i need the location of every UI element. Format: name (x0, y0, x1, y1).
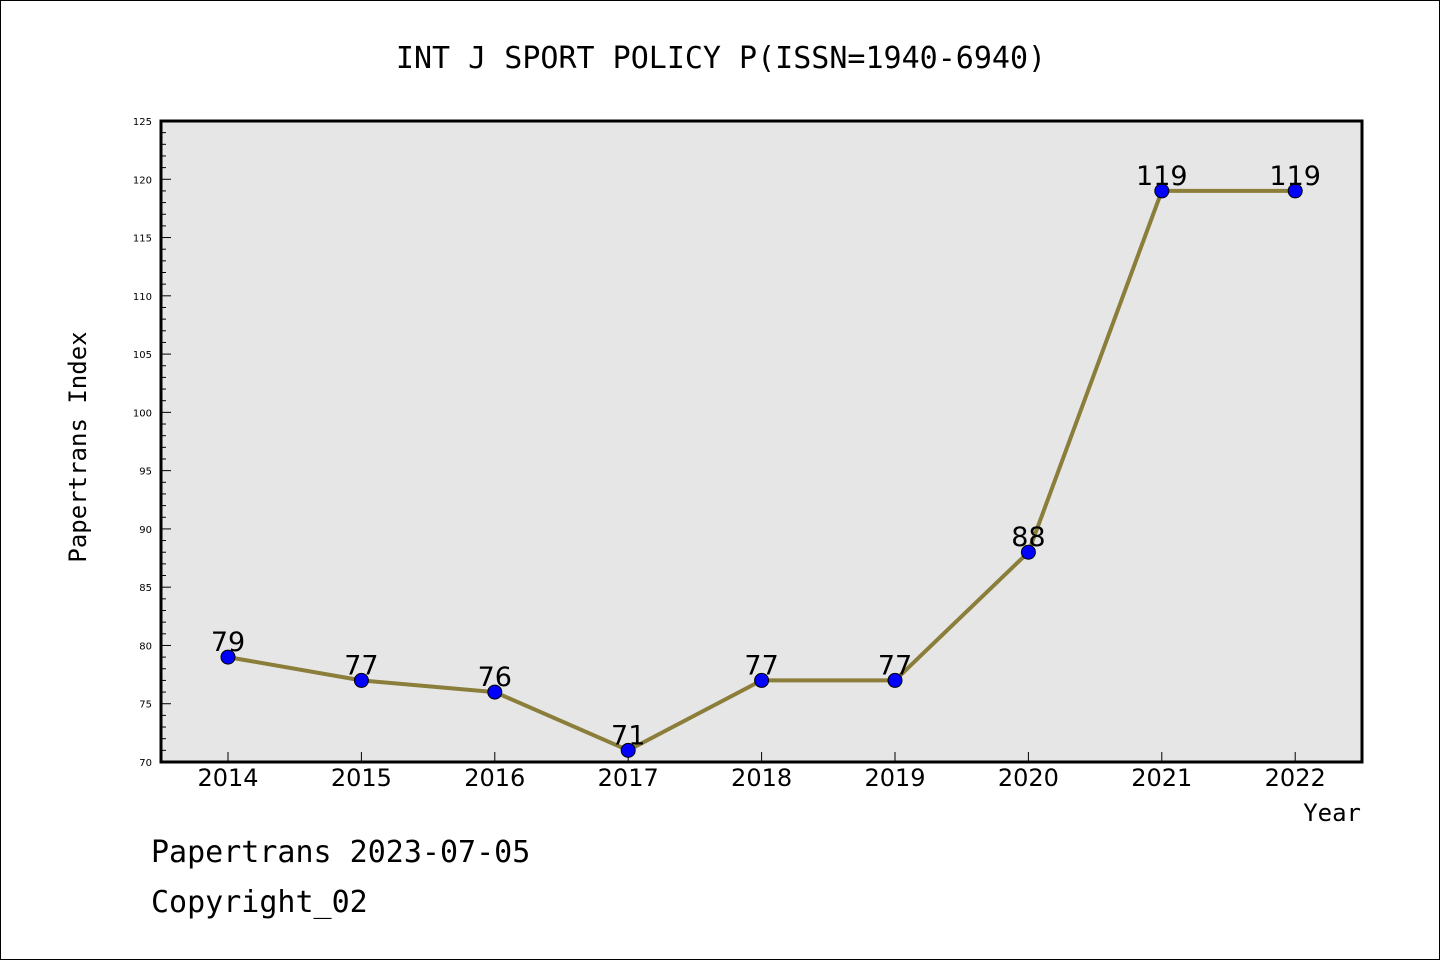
data-point (1154, 183, 1170, 199)
data-point (754, 672, 770, 688)
x-tick-label: 2019 (864, 764, 925, 792)
x-tick-label: 2021 (1131, 764, 1192, 792)
y-tick-label: 85 (139, 583, 152, 594)
y-tick-label: 115 (133, 234, 152, 245)
y-tick-label: 70 (139, 758, 152, 769)
data-point (1287, 183, 1303, 199)
data-label: 77 (878, 650, 912, 681)
y-tick-label: 80 (139, 641, 152, 652)
data-point (887, 672, 903, 688)
data-point (220, 649, 236, 665)
data-point (620, 742, 636, 758)
data-label: 79 (211, 627, 245, 658)
plot-border (159, 119, 1364, 764)
y-tick-label: 75 (139, 700, 152, 711)
data-label: 119 (1136, 161, 1188, 192)
y-tick-label: 125 (133, 117, 152, 128)
data-point (487, 684, 503, 700)
plot-area (161, 121, 1362, 762)
x-tick-label: 2016 (464, 764, 525, 792)
y-tick-label: 110 (133, 292, 152, 303)
data-label: 88 (1011, 522, 1045, 553)
y-axis-label: Papertrans Index (64, 331, 92, 562)
data-point (1020, 544, 1036, 560)
data-label: 77 (744, 650, 778, 681)
footer-copyright: Copyright_02 (151, 885, 368, 920)
footer-date: Papertrans 2023-07-05 (151, 835, 531, 870)
data-label: 76 (478, 662, 512, 693)
x-tick-label: 2014 (197, 764, 258, 792)
y-tick-label: 95 (139, 467, 152, 478)
y-tick-label: 90 (139, 525, 152, 536)
y-tick-label: 105 (133, 350, 152, 361)
chart-title: INT J SPORT POLICY P(ISSN=1940-6940) (396, 41, 1046, 76)
y-tick-label: 100 (133, 408, 152, 419)
x-tick-label: 2017 (598, 764, 659, 792)
x-tick-label: 2018 (731, 764, 792, 792)
x-tick-label: 2015 (331, 764, 392, 792)
x-tick-label: 2022 (1265, 764, 1326, 792)
data-point (353, 672, 369, 688)
data-label: 119 (1269, 161, 1321, 192)
x-tick-label: 2020 (998, 764, 1059, 792)
data-label: 77 (344, 650, 378, 681)
y-tick-label: 120 (133, 175, 152, 186)
x-axis-label: Year (1303, 799, 1361, 827)
data-label: 71 (611, 720, 645, 751)
